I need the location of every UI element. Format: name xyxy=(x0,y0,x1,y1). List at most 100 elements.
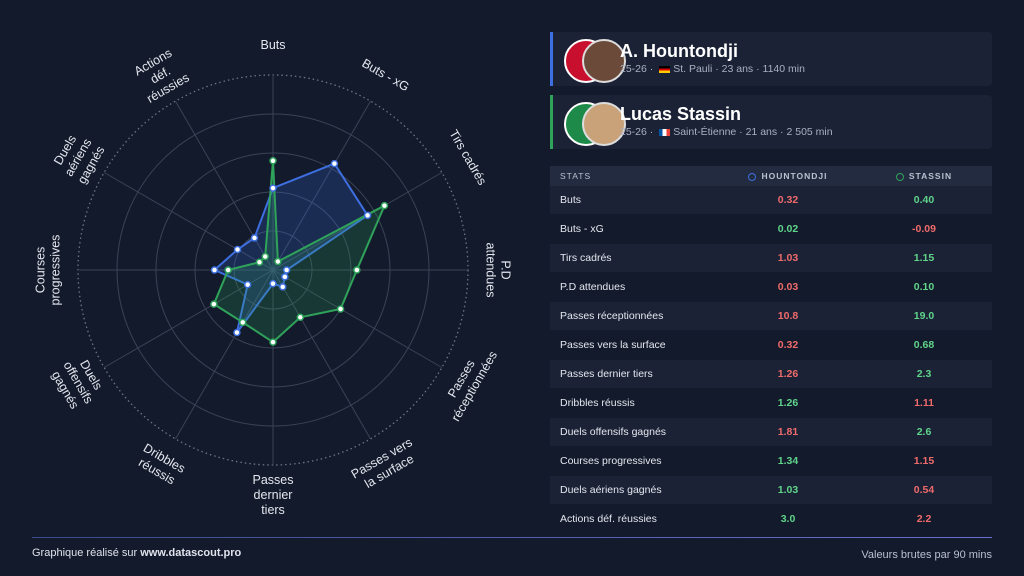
table-row: Courses progressives 1.34 1.15 xyxy=(550,447,992,476)
axis-label-line: tiers xyxy=(261,503,285,517)
table-cell: 1.26 xyxy=(777,368,799,380)
table-cell: P.D attendues xyxy=(560,281,626,293)
radar-point xyxy=(269,184,277,192)
accent xyxy=(550,32,553,86)
table-row: Duels offensifs gagnés 1.81 2.6 xyxy=(550,418,992,447)
table-cell: Passes réceptionnées xyxy=(560,310,664,322)
radar-point xyxy=(210,266,219,274)
table-row: Dribbles réussis 1.26 1.11 xyxy=(550,389,992,418)
table-row: Passes réceptionnées 10.8 19.0 xyxy=(550,302,992,331)
footer-left: Graphique réalisé sur www.datascout.pro xyxy=(32,547,241,559)
player-photo xyxy=(582,102,626,146)
radar-point xyxy=(279,283,287,291)
table-cell: Dribbles réussis xyxy=(560,397,635,409)
axis-label: P.Dattendues xyxy=(484,243,513,298)
axis-label-line: attendues xyxy=(484,243,498,298)
radar-point xyxy=(250,234,259,242)
radar-point xyxy=(269,338,277,346)
axis-label: Coursesprogressives xyxy=(34,235,63,306)
legend-dot xyxy=(748,172,757,181)
axis-label: Duelsaériensgagnés xyxy=(49,129,108,187)
axis-line xyxy=(272,100,371,271)
table-cell: 0.68 xyxy=(913,339,935,351)
header-cell: STATS xyxy=(560,171,592,181)
axis-line xyxy=(272,269,443,368)
radar-point xyxy=(224,266,232,274)
axis-label-line: dernier xyxy=(254,488,293,502)
axis-label-line: Buts - xG xyxy=(359,56,411,94)
table-cell: Actions déf. réussies xyxy=(560,513,657,525)
player-card: Lucas Stassin 25-26 · Saint-Étienne · 21… xyxy=(550,95,992,149)
axis-label: Passesréceptionnées xyxy=(436,341,500,424)
table-body: Buts 0.32 0.40 Buts - xG 0.02 -0.09 Tirs cadré… xyxy=(550,186,992,534)
accent xyxy=(550,95,553,149)
table-cell: Passes vers la surface xyxy=(560,339,666,351)
flag xyxy=(659,128,671,136)
radar-point xyxy=(269,157,277,165)
table-cell: 1.11 xyxy=(914,397,934,409)
legend-dot xyxy=(895,172,904,181)
table-row: Buts 0.32 0.40 xyxy=(550,186,992,215)
table-row: P.D attendues 0.03 0.10 xyxy=(550,273,992,302)
minutes: 1140 min xyxy=(762,63,805,75)
table-row: Passes dernier tiers 1.26 2.3 xyxy=(550,360,992,389)
radar-point xyxy=(269,279,277,288)
table-row: Duels aériens gagnés 1.03 0.54 xyxy=(550,476,992,505)
footer-text: Graphique réalisé sur xyxy=(32,547,138,559)
table-cell: 0.54 xyxy=(913,484,935,496)
table-row: Buts - xG 0.02 -0.09 xyxy=(550,215,992,244)
axis-label: Tirs cadrés xyxy=(446,127,489,187)
radar-point xyxy=(239,318,247,327)
header-cell: STASSIN xyxy=(856,171,992,181)
club: St. Pauli xyxy=(673,63,713,75)
table-cell: 1.15 xyxy=(913,455,935,467)
table-cell: Buts xyxy=(560,194,582,206)
axis-label: Passes dernier tiers xyxy=(253,473,294,517)
player-name: Lucas Stassin xyxy=(620,104,742,124)
minutes: 2 505 min xyxy=(786,126,833,138)
player-card: A. Hountondji 25-26 · St. Pauli · 23 ans… xyxy=(550,32,992,86)
table-row: Actions déf. réussies 3.0 2.2 xyxy=(550,505,992,534)
radar-point xyxy=(243,280,252,289)
axis-label-line: Passes xyxy=(253,473,294,487)
table-cell: 0.32 xyxy=(777,339,799,351)
axis-line xyxy=(103,172,274,271)
table-cell: 0.10 xyxy=(913,281,935,293)
flag xyxy=(659,65,671,73)
club: Saint-Étienne xyxy=(673,126,737,138)
table-cell: -0.09 xyxy=(912,223,936,235)
radar-point xyxy=(330,159,339,168)
footer-link[interactable]: www.datascout.pro xyxy=(140,547,242,559)
table-header: STATS HOUNTONDJI STASSIN xyxy=(550,166,992,186)
player-info: 25-26 · Saint-Étienne · 21 ans · 2 505 m… xyxy=(620,126,833,138)
stats-table: STATS HOUNTONDJI STASSIN Buts 0.32 0.40 But… xyxy=(550,166,992,534)
axis-label-line: progressives xyxy=(49,235,63,306)
radar-point xyxy=(296,313,305,322)
table-cell: 2.6 xyxy=(916,426,932,438)
player-name: A. Hountondji xyxy=(620,41,738,61)
season: 25-26 xyxy=(620,63,647,75)
radar-point xyxy=(363,211,372,220)
table-cell: Duels offensifs gagnés xyxy=(560,426,667,438)
table-cell: 1.34 xyxy=(777,455,799,467)
radar-point xyxy=(282,266,291,274)
table-cell: 1.03 xyxy=(777,484,799,496)
player-info: 25-26 · St. Pauli · 23 ans · 1140 min xyxy=(620,63,805,75)
table-cell: 0.40 xyxy=(913,194,935,206)
axis-label-line: Buts xyxy=(260,38,285,52)
axis-label-line: Courses xyxy=(34,247,48,294)
radar-point xyxy=(210,300,218,308)
radar-point xyxy=(281,273,289,281)
table-cell: Tirs cadrés xyxy=(560,252,612,264)
table-cell: 2.2 xyxy=(916,513,932,525)
age: 23 ans xyxy=(721,63,754,75)
season: 25-26 xyxy=(620,126,647,138)
axis-line xyxy=(272,269,371,440)
table-cell: Passes dernier tiers xyxy=(560,368,653,380)
axis-label: Duelsoffensifsgagnés xyxy=(48,351,109,413)
radar-point xyxy=(274,257,282,266)
axis-label: Buts xyxy=(260,38,285,52)
table-cell: 0.32 xyxy=(777,194,799,206)
footer-right: Valeurs brutes par 90 mins xyxy=(861,549,992,561)
radar-point xyxy=(233,328,241,337)
